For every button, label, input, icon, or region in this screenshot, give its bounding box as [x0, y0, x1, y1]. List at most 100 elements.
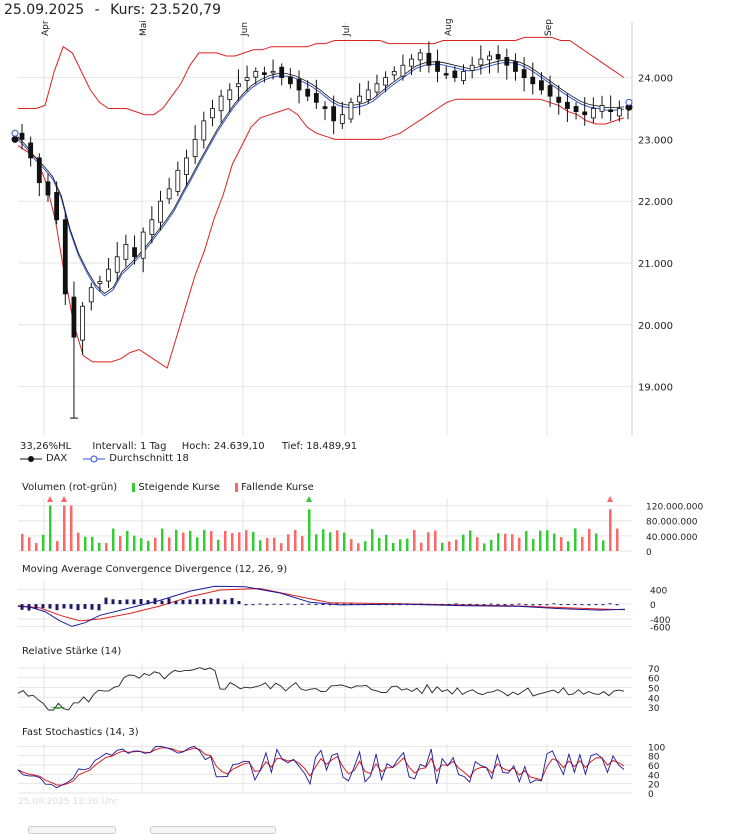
volume-overflow-arrow-3: [607, 496, 613, 502]
volume-bar-84: [609, 509, 612, 551]
rsi-ytick-2: 50: [648, 685, 660, 695]
volume-bar-4: [49, 505, 52, 551]
volume-bar-26: [203, 529, 206, 551]
macd-hist-35: [265, 604, 269, 606]
candle-body-48: [435, 60, 440, 72]
macd-hist-78: [566, 603, 570, 605]
volume-bar-48: [357, 543, 360, 551]
volume-bar-58: [427, 532, 430, 551]
down-swatch: [235, 482, 239, 492]
stoch-ytick-0: 100: [648, 743, 665, 753]
candle-body-67: [599, 105, 605, 112]
candle-body-2: [36, 157, 42, 184]
volume-bar-70: [511, 534, 514, 551]
stoch-k-line: [17, 745, 625, 789]
macd-hist-69: [503, 604, 507, 606]
candle-body-9: [97, 281, 103, 284]
stoch-ytick-2: 60: [648, 762, 660, 772]
footer-button-1[interactable]: [28, 826, 116, 834]
macd-hist-72: [524, 604, 528, 606]
volume-bar-17: [140, 538, 143, 551]
macd-hist-9: [83, 604, 87, 609]
macd-hist-82: [594, 604, 598, 606]
rsi-title: Relative Stärke (14): [22, 646, 122, 657]
volume-bar-60: [441, 542, 444, 551]
candle-body-27: [253, 71, 259, 78]
volume-bar-53: [392, 542, 395, 551]
xtick-aug: Aug: [444, 18, 454, 36]
legend-avg: Durchschnitt 18: [109, 453, 189, 464]
end-marker-dot: [625, 103, 633, 111]
macd-hist-24: [188, 599, 192, 605]
macd-hist-29: [223, 599, 227, 605]
candle-body-44: [400, 64, 406, 77]
macd-hist-33: [251, 604, 255, 606]
stoch-d-line: [17, 747, 625, 786]
vol-ytick-0: 0: [646, 548, 652, 558]
macd-hist-37: [279, 604, 283, 606]
macd-hist-48: [356, 604, 360, 606]
volume-bar-3: [42, 534, 45, 551]
macd-hist-3: [41, 604, 45, 609]
volume-bar-31: [238, 532, 241, 551]
candle-body-38: [348, 101, 354, 120]
volume-bar-63: [462, 534, 465, 551]
volume-bar-77: [560, 537, 563, 551]
moving-average-line: [17, 62, 625, 297]
macd-hist-16: [132, 599, 136, 605]
footer-button-2[interactable]: [150, 826, 276, 834]
candle-body-61: [547, 85, 553, 97]
candle-body-49: [443, 73, 449, 76]
volume-up-label: Steigende Kurse: [138, 482, 220, 493]
candle-body-54: [487, 55, 492, 61]
candle-body-28: [261, 72, 267, 75]
rsi-ytick-3: 40: [648, 694, 660, 704]
volume-legend: Volumen (rot-grün) Steigende Kurse Falle…: [22, 482, 314, 493]
macd-hist-27: [209, 598, 213, 605]
volume-bar-43: [322, 529, 325, 551]
info-intervall: Intervall: 1 Tag: [92, 441, 167, 452]
candle-body-56: [504, 57, 510, 66]
candle-body-14: [140, 231, 146, 259]
start-marker-dot: [11, 135, 19, 143]
candle-body-31: [287, 76, 293, 85]
macd-hist-34: [258, 603, 262, 605]
macd-hist-81: [587, 604, 591, 606]
ytick-3: 22.000: [638, 197, 673, 208]
macd-hist-6: [62, 604, 66, 609]
volume-bar-27: [210, 531, 213, 551]
macd-hist-38: [286, 603, 290, 605]
candle-body-58: [521, 69, 527, 79]
candle-body-13: [132, 247, 137, 258]
volume-bar-64: [469, 530, 472, 551]
volume-bar-7: [70, 505, 73, 551]
macd-hist-22: [174, 601, 178, 605]
macd-hist-61: [447, 603, 451, 605]
macd-ytick-0: 400: [650, 586, 667, 596]
macd-hist-60: [440, 603, 444, 605]
macd-hist-40: [300, 603, 304, 605]
macd-hist-80: [580, 604, 584, 606]
candle-body-33: [305, 88, 311, 97]
volume-bar-52: [385, 534, 388, 551]
volume-bar-46: [343, 532, 346, 551]
macd-hist-31: [237, 601, 241, 605]
volume-bar-6: [63, 505, 66, 551]
bollinger-lower-line: [17, 98, 625, 369]
end-avg-marker: [625, 98, 633, 106]
rsi-ytick-4: 30: [648, 704, 660, 714]
xtick-sep: Sep: [544, 19, 554, 36]
candle-body-19: [184, 157, 189, 175]
macd-hist-53: [391, 604, 395, 606]
macd-hist-26: [202, 598, 206, 605]
macd-hist-39: [293, 604, 297, 606]
header-kurs-value: 23.520,79: [149, 2, 221, 18]
volume-bar-57: [420, 542, 423, 551]
legend-dax: DAX: [46, 453, 68, 464]
volume-bar-47: [350, 539, 353, 551]
up-swatch: [132, 482, 136, 492]
candle-body-50: [452, 70, 458, 79]
candle-body-62: [556, 96, 562, 103]
macd-hist-46: [342, 603, 346, 605]
volume-bar-45: [336, 530, 339, 551]
